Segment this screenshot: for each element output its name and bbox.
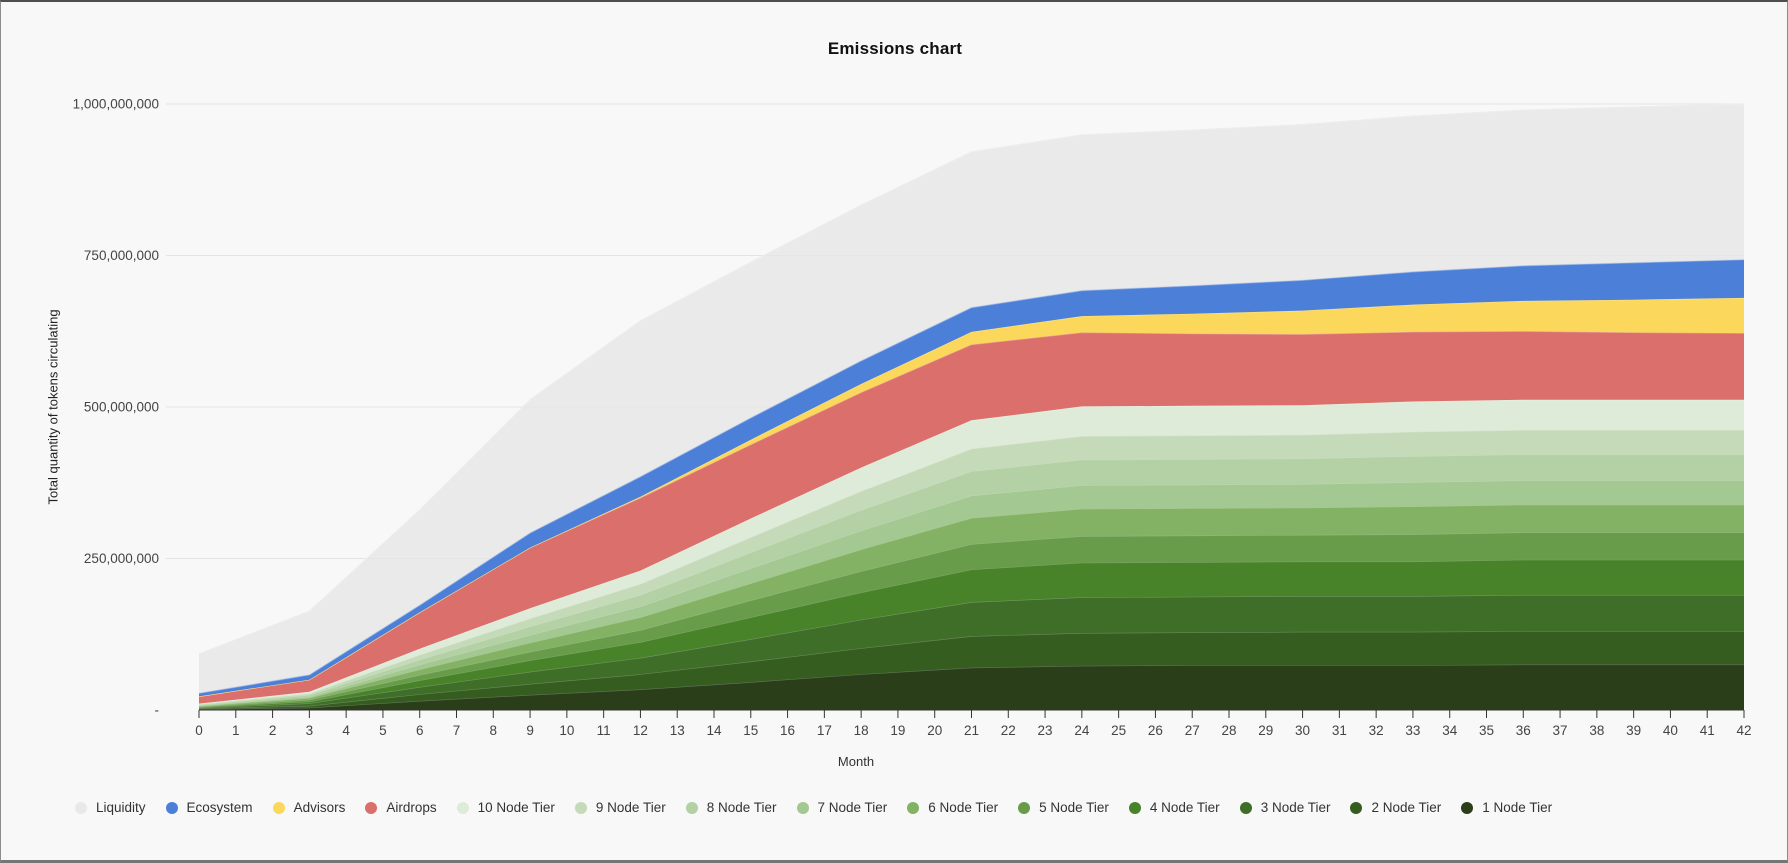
legend-label: 10 Node Tier <box>477 800 555 815</box>
x-tick-label: 35 <box>1479 723 1494 738</box>
legend-item-1-node-tier: 1 Node Tier <box>1461 800 1552 815</box>
chart-legend: Liquidity Ecosystem Advisors Airdrops 10 Nod… <box>1 800 1787 815</box>
legend-swatch-icon <box>1239 801 1252 814</box>
x-tick-label: 10 <box>559 723 574 738</box>
legend-swatch-icon <box>456 801 469 814</box>
legend-item-2-node-tier: 2 Node Tier <box>1350 800 1441 815</box>
x-tick-label: 17 <box>817 723 832 738</box>
legend-swatch-icon <box>1461 801 1474 814</box>
legend-label: 5 Node Tier <box>1039 800 1109 815</box>
x-tick-label: 40 <box>1663 723 1678 738</box>
legend-swatch-icon <box>796 801 809 814</box>
legend-label: Liquidity <box>96 800 146 815</box>
legend-label: Ecosystem <box>186 800 253 815</box>
legend-swatch-icon <box>165 801 178 814</box>
x-tick-label: 12 <box>633 723 648 738</box>
legend-item-6-node-tier: 6 Node Tier <box>907 800 998 815</box>
legend-label: 6 Node Tier <box>928 800 999 815</box>
legend-item-advisors: Advisors <box>272 800 346 815</box>
x-tick-label: 41 <box>1700 723 1715 738</box>
x-tick-label: 4 <box>342 723 350 738</box>
legend-item-7-node-tier: 7 Node Tier <box>796 800 888 815</box>
legend-swatch-icon <box>1350 801 1363 814</box>
legend-label: Advisors <box>293 800 346 815</box>
legend-label: 7 Node Tier <box>817 800 888 815</box>
x-tick-label: 8 <box>490 723 498 738</box>
y-tick-label: 250,000,000 <box>84 551 159 566</box>
legend-item-8-node-tier: 8 Node Tier <box>685 800 777 815</box>
x-tick-label: 19 <box>890 723 905 738</box>
x-tick-label: 25 <box>1111 723 1126 738</box>
x-tick-label: 38 <box>1589 723 1604 738</box>
x-tick-label: 32 <box>1369 723 1384 738</box>
x-tick-label: 16 <box>780 723 795 738</box>
x-tick-label: 28 <box>1221 723 1236 738</box>
x-tick-label: 21 <box>964 723 979 738</box>
legend-swatch-icon <box>1018 801 1031 814</box>
x-tick-label: 7 <box>453 723 461 738</box>
legend-label: 4 Node Tier <box>1149 800 1220 815</box>
x-tick-label: 6 <box>416 723 424 738</box>
legend-swatch-icon <box>907 801 920 814</box>
legend-item-10-node-tier: 10 Node Tier <box>456 800 555 815</box>
legend-item-ecosystem: Ecosystem <box>165 800 253 815</box>
legend-label: 1 Node Tier <box>1482 800 1553 815</box>
legend-swatch-icon <box>1128 801 1141 814</box>
x-tick-label: 24 <box>1074 723 1090 738</box>
x-tick-label: 15 <box>743 723 758 738</box>
x-tick-label: 37 <box>1553 723 1568 738</box>
x-tick-label: 23 <box>1038 723 1053 738</box>
legend-label: 8 Node Tier <box>706 800 777 815</box>
x-tick-label: 39 <box>1626 723 1641 738</box>
x-tick-label: 20 <box>927 723 942 738</box>
y-tick-label: 750,000,000 <box>84 248 159 263</box>
x-tick-label: 29 <box>1258 723 1273 738</box>
x-tick-label: 5 <box>379 723 387 738</box>
x-tick-label: 0 <box>195 723 203 738</box>
x-tick-label: 14 <box>706 723 722 738</box>
x-tick-label: 1 <box>232 723 240 738</box>
legend-item-3-node-tier: 3 Node Tier <box>1239 800 1331 815</box>
chart-title: Emissions chart <box>827 39 963 58</box>
x-tick-label: 2 <box>269 723 277 738</box>
x-tick-label: 9 <box>526 723 534 738</box>
legend-item-5-node-tier: 5 Node Tier <box>1018 800 1109 815</box>
legend-swatch-icon <box>685 801 698 814</box>
x-tick-label: 34 <box>1442 723 1458 738</box>
x-axis-title: Month <box>837 754 875 769</box>
legend-label: 9 Node Tier <box>595 800 666 815</box>
x-tick-label: 36 <box>1516 723 1531 738</box>
legend-item-liquidity: Liquidity <box>75 800 146 815</box>
x-tick-label: 11 <box>597 723 611 738</box>
y-tick-label: - <box>155 703 160 718</box>
x-tick-label: 33 <box>1405 723 1420 738</box>
legend-swatch-icon <box>272 801 285 814</box>
legend-swatch-icon <box>75 801 87 814</box>
x-tick-label: 30 <box>1295 723 1310 738</box>
legend-label: Airdrops <box>386 800 437 815</box>
y-tick-label: 500,000,000 <box>84 400 159 415</box>
x-tick-label: 27 <box>1185 723 1200 738</box>
legend-item-airdrops: Airdrops <box>365 800 437 815</box>
legend-swatch-icon <box>574 801 587 814</box>
x-tick-label: 31 <box>1332 723 1347 738</box>
x-tick-label: 18 <box>854 723 869 738</box>
x-tick-label: 22 <box>1001 723 1016 738</box>
x-tick-label: 26 <box>1148 723 1163 738</box>
x-tick-label: 3 <box>306 723 314 738</box>
legend-item-4-node-tier: 4 Node Tier <box>1128 800 1220 815</box>
legend-label: 2 Node Tier <box>1371 800 1442 815</box>
x-tick-label: 13 <box>670 723 685 738</box>
x-tick-label: 42 <box>1736 723 1751 738</box>
legend-label: 3 Node Tier <box>1260 800 1331 815</box>
legend-swatch-icon <box>365 801 378 814</box>
y-tick-label: 1,000,000,000 <box>73 97 159 112</box>
legend-item-9-node-tier: 9 Node Tier <box>574 800 666 815</box>
